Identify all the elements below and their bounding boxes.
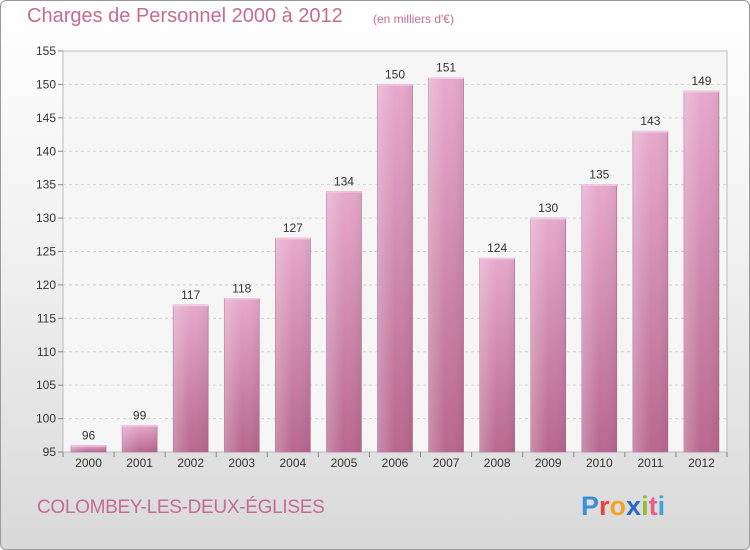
y-tick-label: 140	[36, 144, 56, 158]
logo-letter: r	[599, 491, 610, 521]
x-tick-label: 2001	[126, 456, 153, 470]
bar-shade	[428, 77, 464, 452]
y-tick-label: 125	[36, 245, 56, 259]
y-tick-label: 130	[36, 211, 56, 225]
bar-value-label: 149	[691, 74, 711, 88]
bar-shade	[224, 298, 260, 452]
bar-shade	[71, 445, 107, 452]
x-tick-label: 2005	[331, 456, 358, 470]
x-tick-label: 2008	[484, 456, 511, 470]
x-axis: 2000 2001 2002 2003 2004 2005 2006 2007 2008 2009…	[62, 452, 728, 470]
x-tick-label: 2006	[382, 456, 409, 470]
logo-letter: i	[657, 491, 666, 521]
bar-value-label: 124	[487, 241, 507, 255]
bar-value-label: 117	[181, 288, 200, 302]
logo-letter: t	[648, 491, 658, 521]
bar-shade	[632, 131, 668, 452]
logo-letter: P	[581, 491, 600, 521]
y-tick-label: 155	[36, 44, 56, 58]
bar-shade	[581, 184, 617, 452]
y-tick-label: 115	[37, 311, 56, 325]
y-axis: 95 100 105 110 115 120 125 130 135 140 145 150 155	[36, 44, 63, 459]
y-tick-label: 150	[36, 77, 56, 91]
bar-value-label: 150	[385, 67, 405, 81]
bar-shade	[377, 84, 413, 453]
logo-letter: o	[609, 491, 627, 521]
bar-value-label: 130	[538, 201, 558, 215]
bar-shade	[530, 218, 566, 452]
city-name: COLOMBEY-LES-DEUX-ÉGLISES	[37, 497, 325, 518]
bar-shade	[479, 258, 515, 452]
chart-subtitle: (en milliers d'€)	[373, 12, 454, 26]
bar-shade	[275, 238, 311, 452]
y-tick-label: 110	[37, 345, 56, 359]
x-tick-label: 2000	[75, 456, 102, 470]
x-tick-label: 2007	[433, 456, 460, 470]
x-tick-label: 2002	[177, 456, 204, 470]
bar-value-label: 143	[640, 114, 660, 128]
chart-title: Charges de Personnel 2000 à 2012	[27, 5, 343, 27]
bar-value-label: 134	[334, 174, 354, 188]
y-tick-label: 105	[36, 378, 56, 392]
bar-value-label: 151	[436, 61, 456, 75]
x-tick-label: 2012	[688, 456, 715, 470]
bars: 96 99 117 118 127 134 150 151 124 130 135 143 149	[70, 61, 720, 453]
bar-shade	[173, 304, 209, 452]
y-tick-label: 145	[36, 111, 56, 125]
logo-letter: i	[641, 491, 649, 521]
x-tick-label: 2009	[535, 456, 562, 470]
bar-value-label: 127	[283, 221, 303, 235]
bar-shade	[326, 191, 362, 452]
x-tick-label: 2010	[586, 456, 613, 470]
x-tick-label: 2003	[228, 456, 255, 470]
proxiti-logo: Proxiti	[581, 491, 665, 522]
bar-value-label: 135	[589, 168, 609, 182]
bar-value-label: 99	[133, 408, 147, 422]
y-tick-label: 120	[36, 278, 56, 292]
bar-shade	[683, 91, 719, 452]
x-tick-label: 2011	[637, 456, 663, 470]
y-tick-label: 135	[36, 178, 56, 192]
y-tick-label: 100	[36, 412, 56, 426]
bar-value-label: 96	[82, 428, 96, 442]
bar-shade	[122, 425, 158, 452]
x-tick-label: 2004	[279, 456, 306, 470]
logo-letter: x	[626, 491, 642, 521]
bar-value-label: 118	[232, 281, 251, 295]
y-tick-label: 95	[43, 445, 57, 459]
